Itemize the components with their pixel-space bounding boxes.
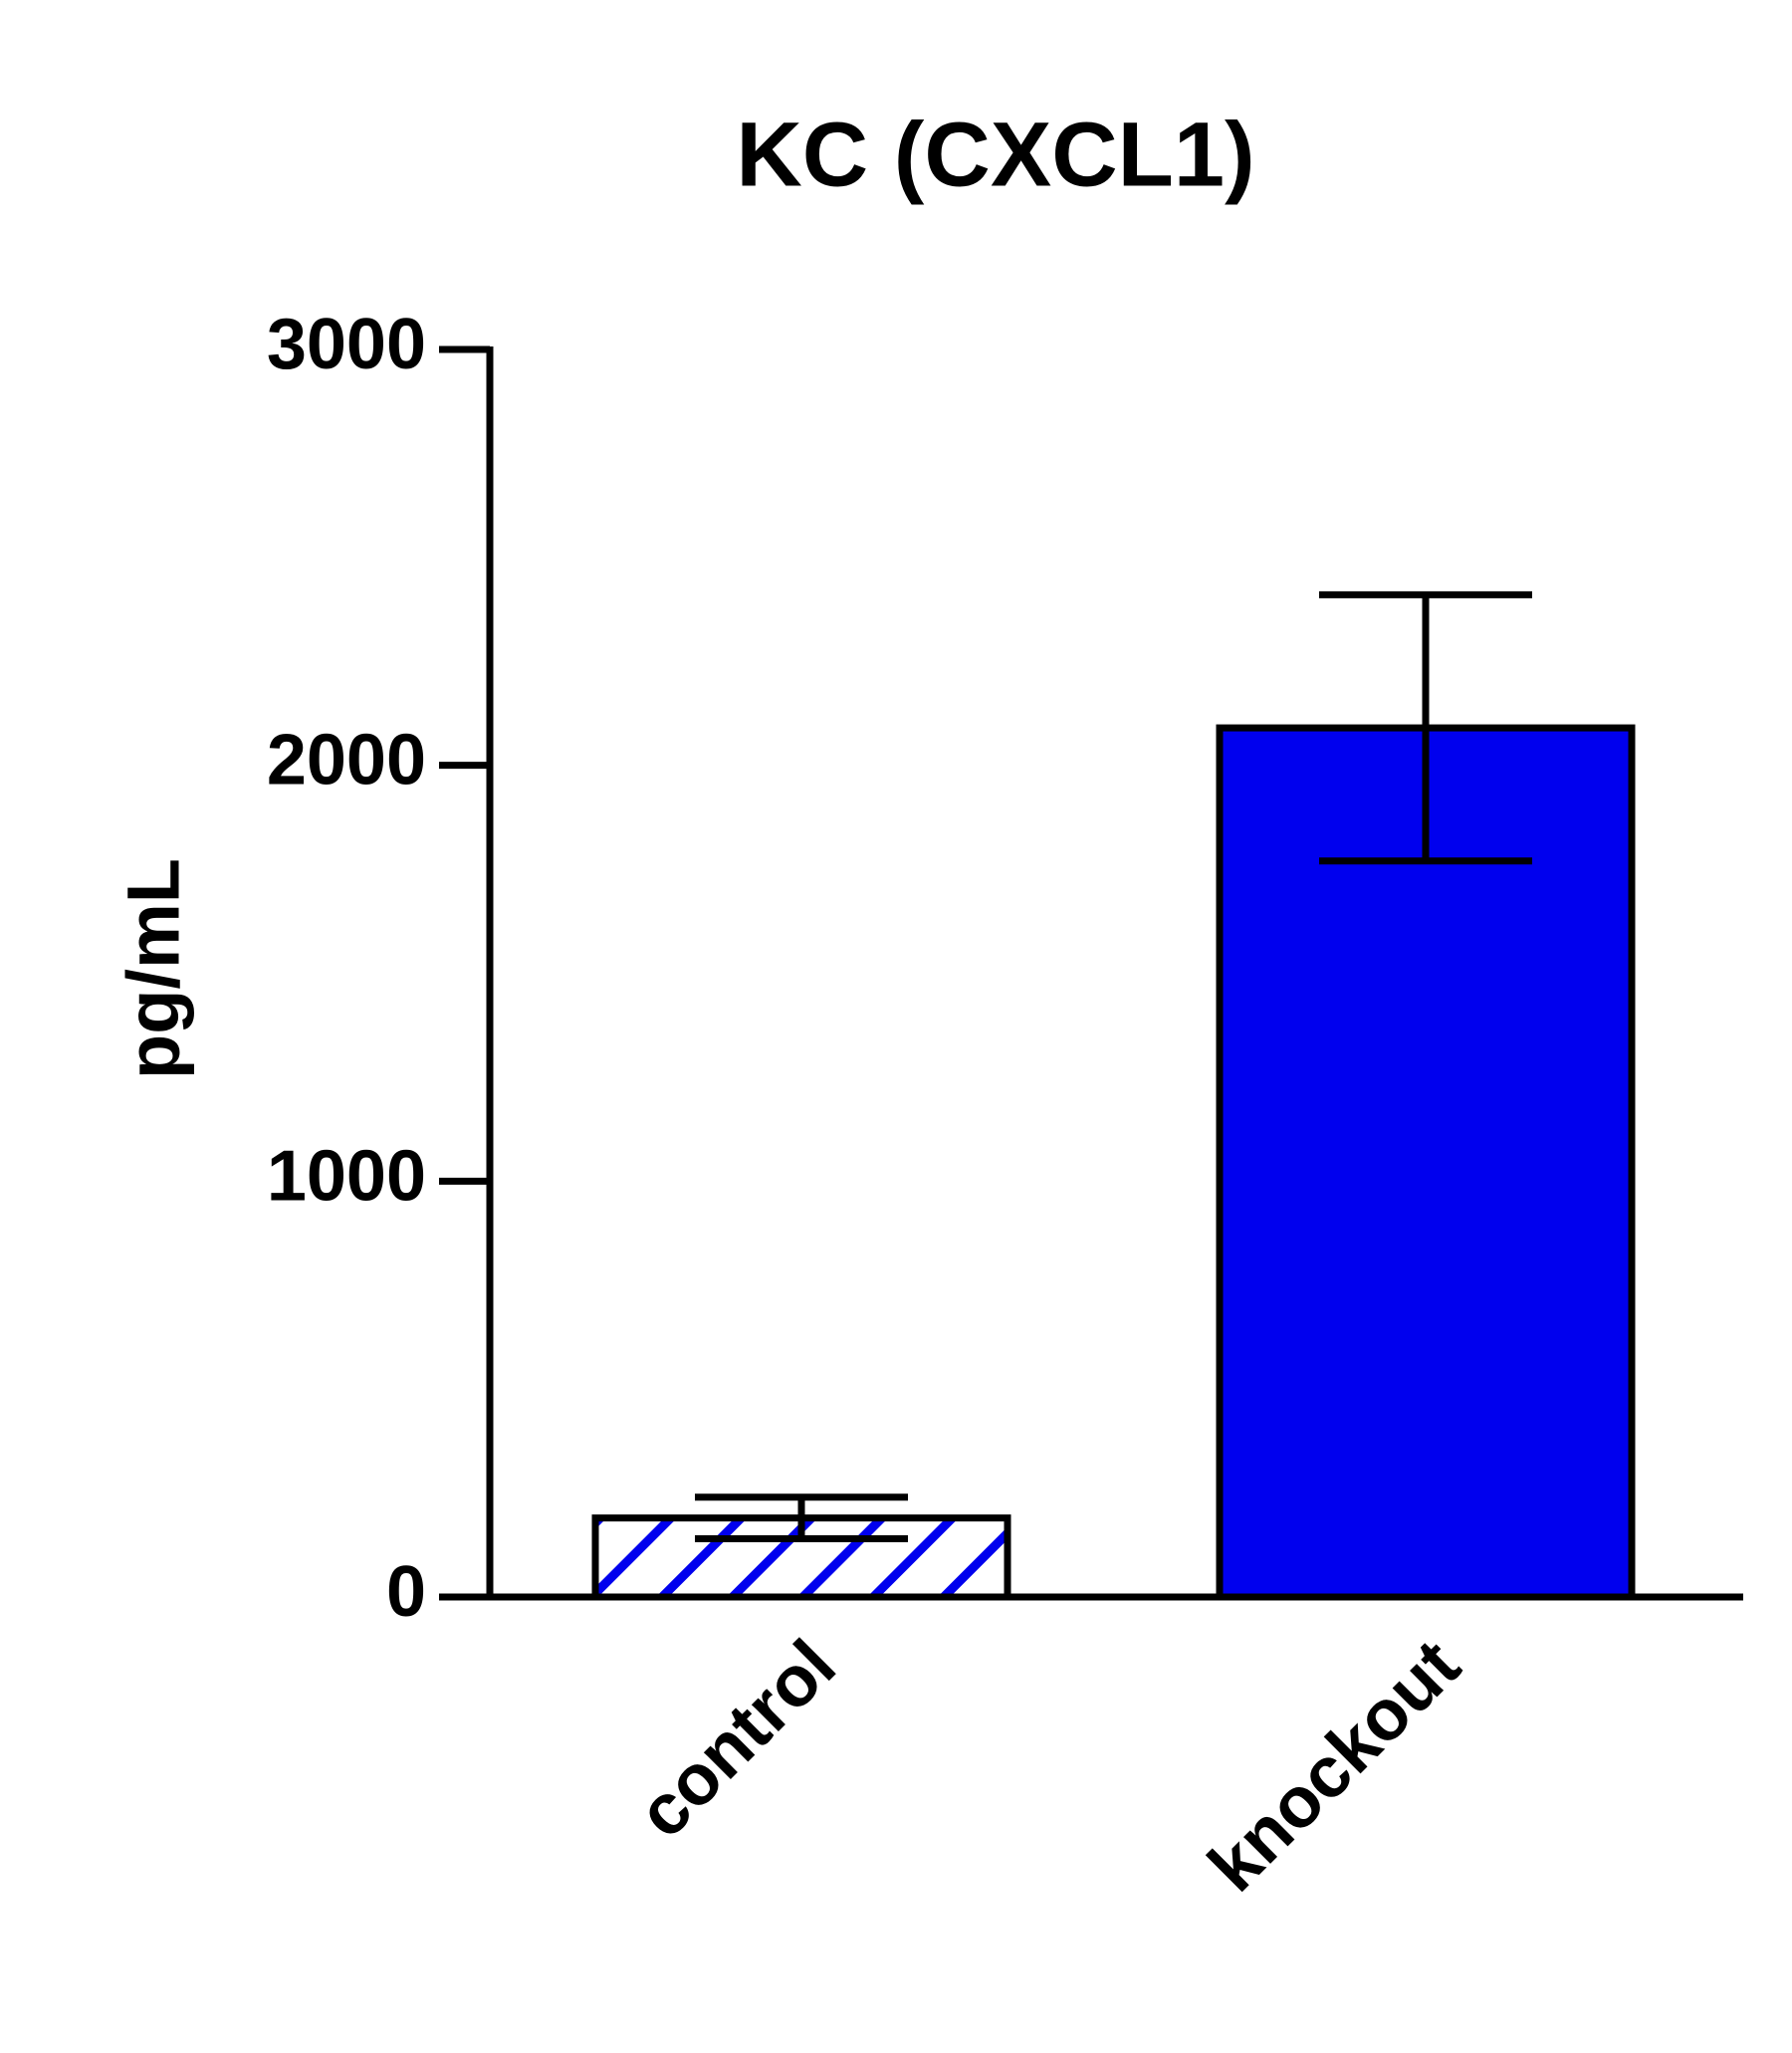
y-tick-label: 1000 [267,1136,426,1216]
y-axis-label: pg/mL [112,858,195,1079]
y-tick-label: 2000 [267,721,426,800]
chart-title: KC (CXCL1) [736,104,1254,205]
bar [1216,724,1636,1601]
x-tick-label: knockout [1194,1625,1475,1907]
y-tick-label: 3000 [267,305,426,384]
x-tick-label: control [623,1625,851,1853]
y-tick-label: 0 [386,1552,426,1632]
